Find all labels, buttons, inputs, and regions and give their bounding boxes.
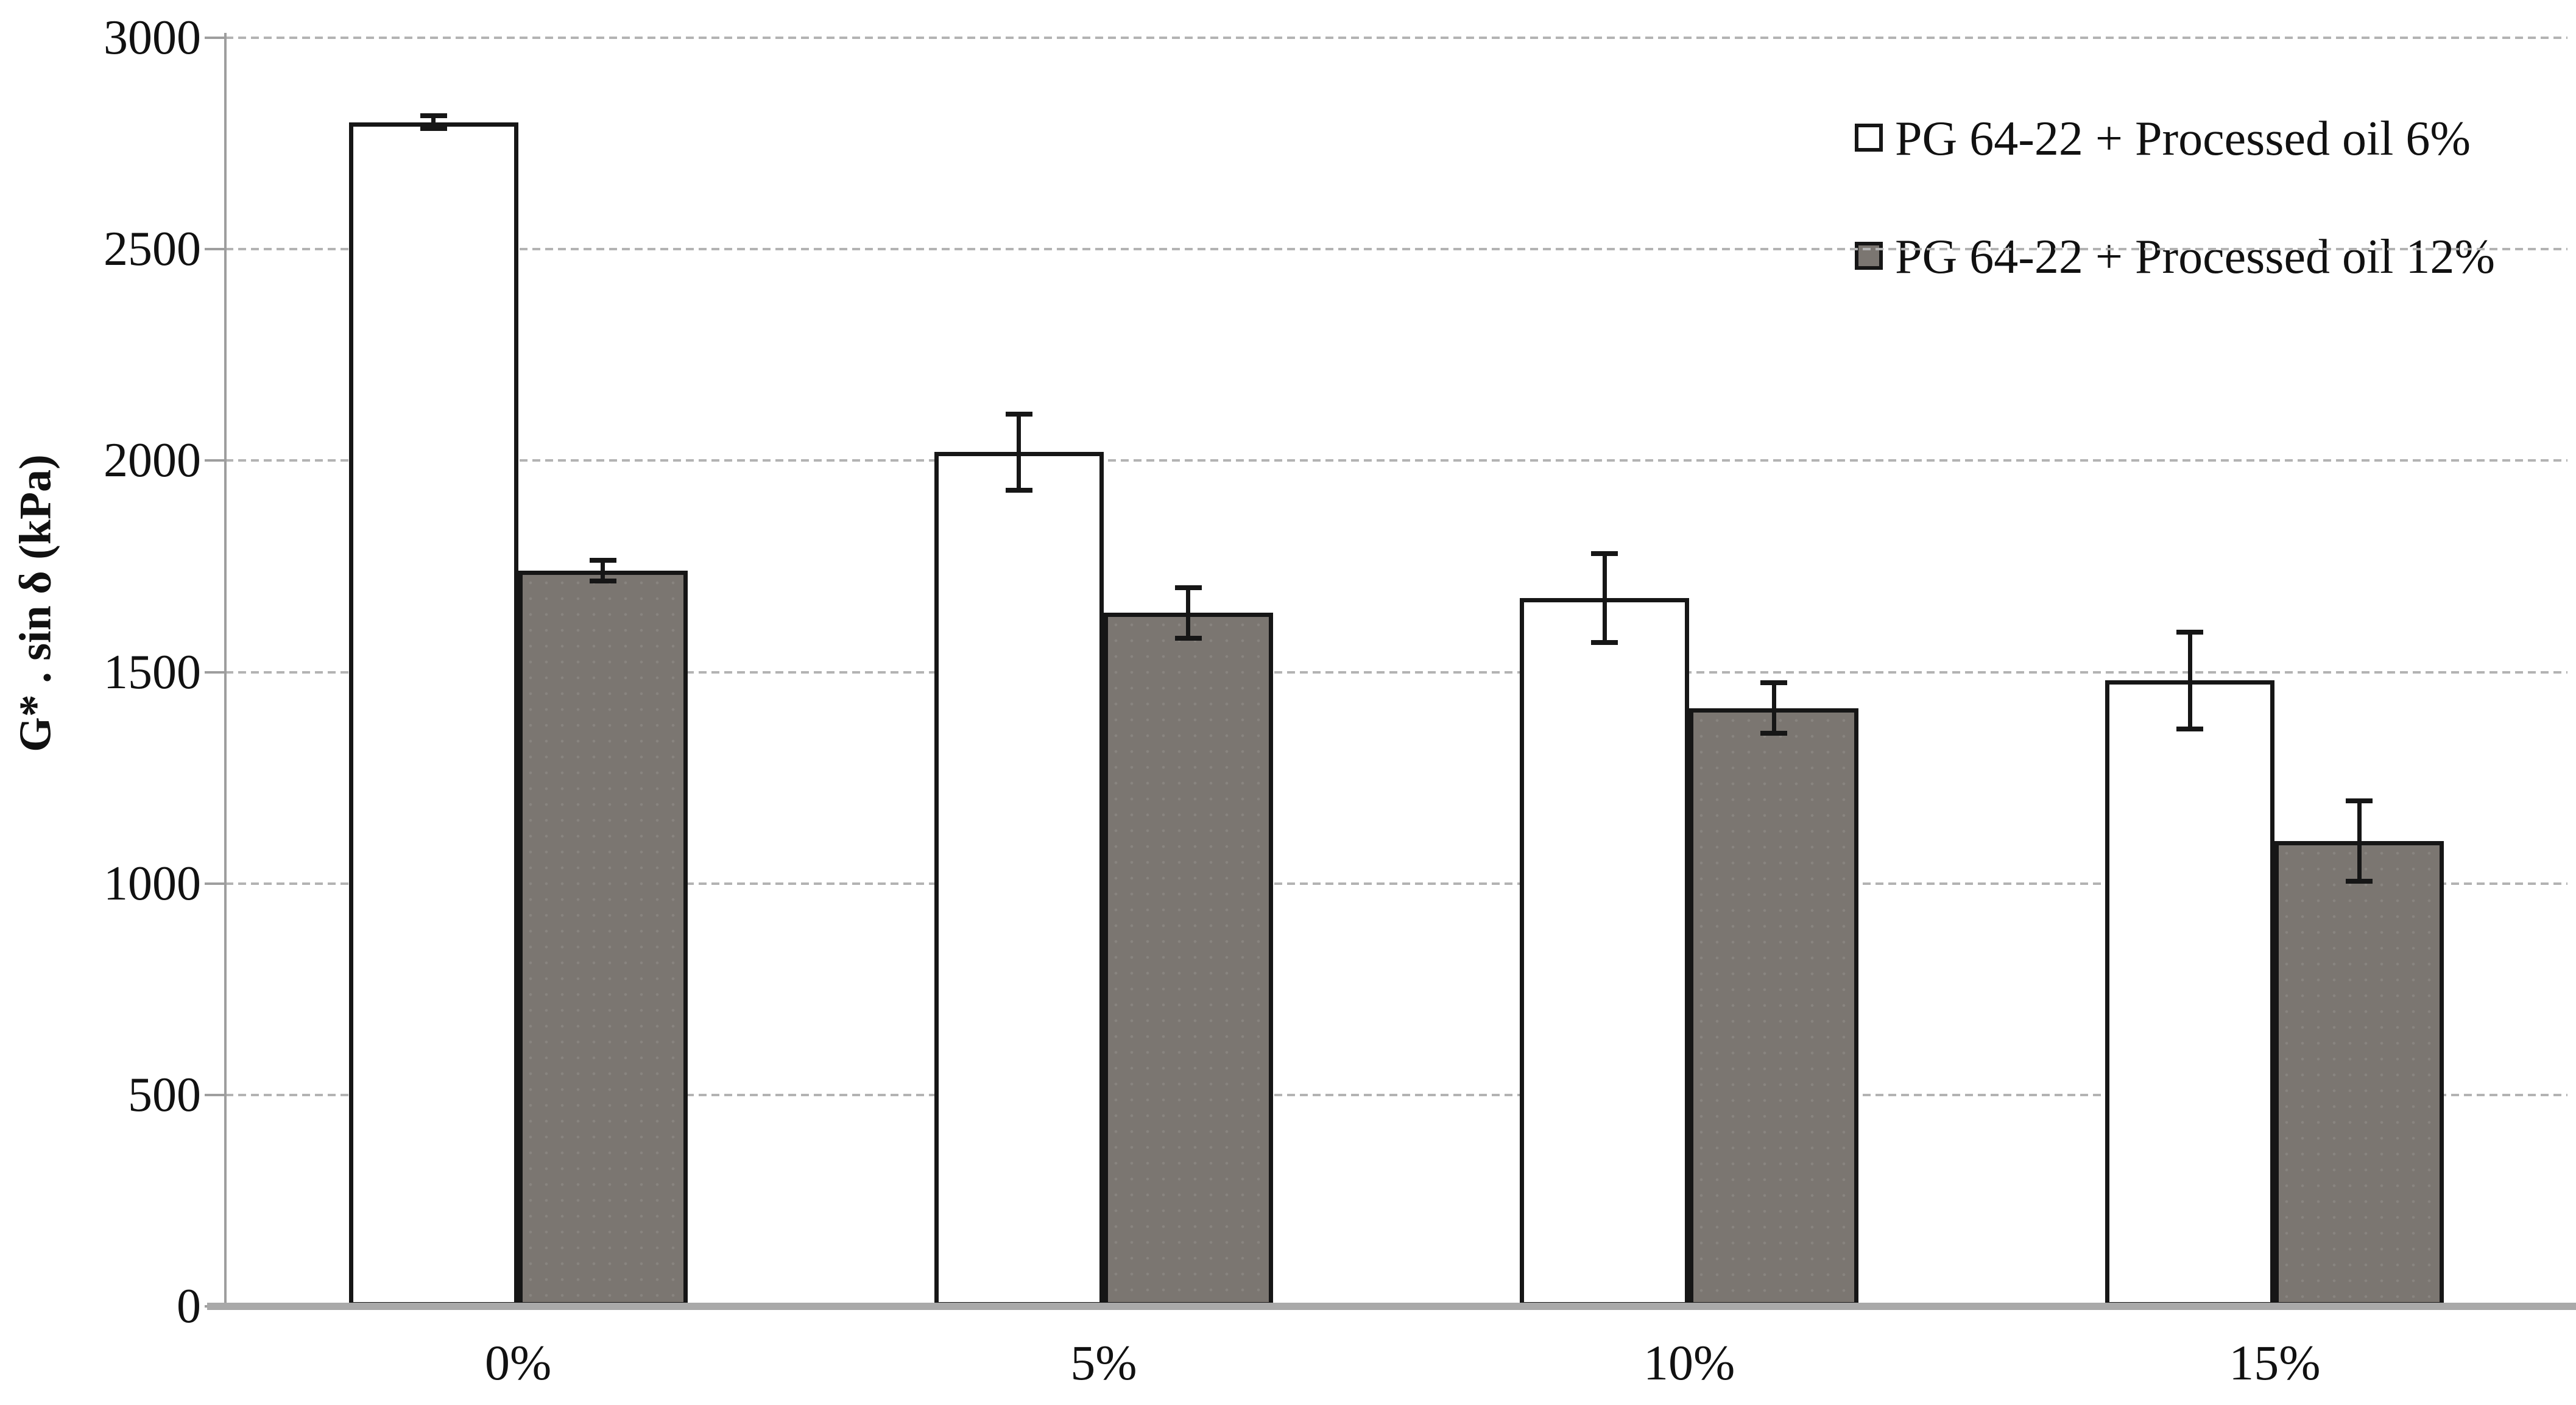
error-bar-series1-cat3 [2357,801,2362,882]
error-bar-cap-top [589,557,616,563]
error-bar-cap-bottom [2176,727,2204,732]
error-bar-cap-bottom [1174,635,1202,641]
x-category-label-5%: 5% [1070,1335,1137,1390]
error-bar-cap-top [2346,798,2373,804]
legend-entry-series-0: PG 64-22 + Processed oil 6% [1855,114,2495,163]
y-axis-tick-500 [205,1093,225,1096]
y-axis-tick-1500 [205,671,225,674]
error-bar-series1-cat0 [601,560,605,582]
y-axis-tick-2000 [205,459,225,462]
error-bar-series1-cat1 [1186,587,1191,638]
y-tick-label-3000: 3000 [104,11,201,65]
bar-series1-cat2 [1689,708,1859,1306]
x-category-label-15%: 15% [2229,1335,2321,1390]
error-bar-series0-cat3 [2187,632,2192,730]
error-bar-cap-top [420,113,447,119]
legend-label: PG 64-22 + Processed oil 12% [1895,230,2496,284]
bar-series0-cat0 [348,122,518,1306]
y-axis-tick-1000 [205,882,225,885]
bar-series1-cat0 [518,570,688,1306]
error-bar-cap-bottom [2346,879,2373,884]
error-bar-series1-cat2 [1771,682,1776,734]
error-bar-cap-top [1591,551,1618,557]
gridline-1500 [225,671,2567,674]
legend-entry-series-1: PG 64-22 + Processed oil 12% [1855,233,2495,281]
legend: PG 64-22 + Processed oil 6% PG 64-22 + P… [1855,114,2495,358]
y-axis-title: G* . sin δ (kPa) [10,454,61,752]
gridline-500 [225,1093,2567,1096]
error-bar-cap-bottom [589,579,616,584]
error-bar-cap-top [1174,585,1202,590]
y-tick-label-1500: 1500 [104,645,201,699]
legend-label: PG 64-22 + Processed oil 6% [1895,112,2471,166]
y-tick-label-500: 500 [128,1068,201,1122]
legend-marker-gray-square-icon [1855,242,1883,270]
error-bar-series0-cat1 [1017,414,1022,490]
y-tick-label-2000: 2000 [104,434,201,488]
x-axis-line [207,1303,2576,1310]
x-category-label-10%: 10% [1643,1335,1735,1390]
gridline-2500 [225,248,2567,251]
bar-series0-cat2 [1520,597,1690,1306]
error-bar-cap-top [1005,411,1032,417]
error-bar-series0-cat2 [1602,554,1607,643]
bar-series0-cat1 [934,452,1104,1306]
error-bar-cap-top [2176,629,2204,635]
error-bar-cap-bottom [1591,639,1618,645]
gridline-1000 [225,882,2567,885]
y-tick-label-1000: 1000 [104,856,201,910]
error-bar-cap-top [1760,680,1788,685]
error-bar-cap-bottom [1760,731,1788,736]
x-category-label-0%: 0% [484,1335,552,1390]
gridline-3000 [225,37,2567,39]
error-bar-series0-cat0 [431,116,436,129]
y-tick-label-2500: 2500 [104,222,201,276]
y-tick-label-0: 0 [177,1280,201,1333]
y-axis-line [224,33,227,1306]
y-axis-tick-3000 [205,37,225,39]
error-bar-cap-bottom [420,126,447,132]
legend-marker-white-square-icon [1855,124,1883,152]
error-bar-cap-bottom [1005,487,1032,493]
bar-series1-cat1 [1103,613,1273,1306]
gridline-2000 [225,459,2567,462]
y-axis-tick-2500 [205,248,225,251]
bar-series1-cat3 [2274,841,2444,1306]
bar-series0-cat3 [2105,680,2275,1306]
